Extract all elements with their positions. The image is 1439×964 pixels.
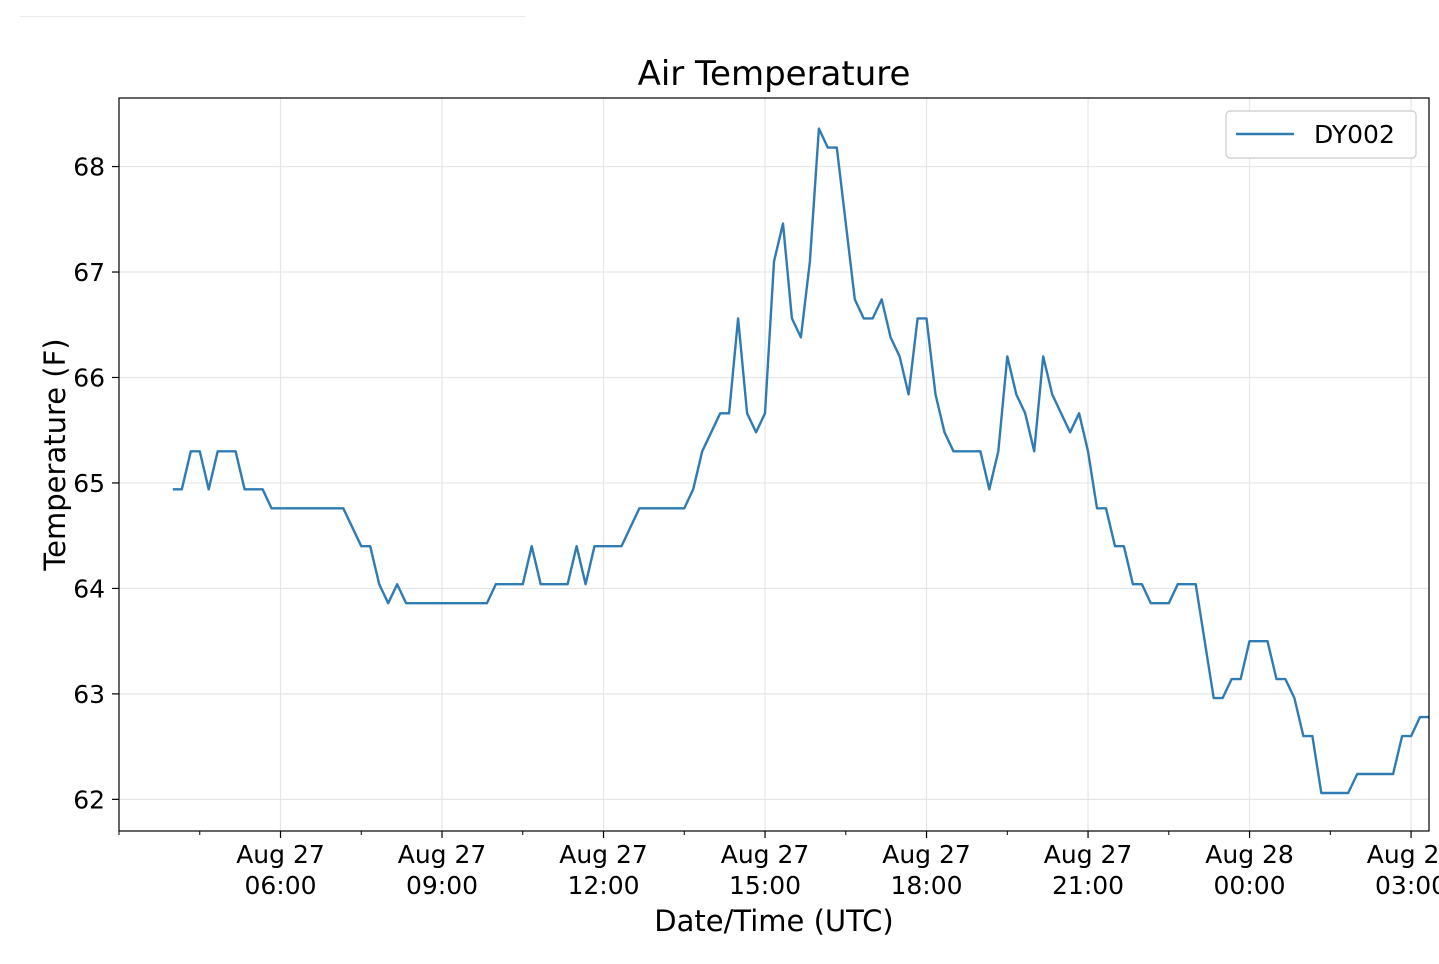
y-tick-label: 65 [73, 469, 105, 498]
x-tick-label-time: 03:00 [1375, 871, 1439, 900]
top-divider [20, 16, 525, 17]
x-tick-label-date: Aug 27 [882, 840, 971, 869]
x-tick-label-time: 21:00 [1052, 871, 1124, 900]
x-tick-label-time: 00:00 [1214, 871, 1286, 900]
series-layer [172, 127, 1429, 795]
x-tick-label-date: Aug 27 [236, 840, 325, 869]
legend-label-dy002: DY002 [1314, 120, 1395, 149]
x-tick-label-time: 06:00 [244, 871, 316, 900]
y-tick-label: 62 [73, 785, 105, 814]
y-tick-label: 66 [73, 363, 105, 392]
x-tick-label-time: 18:00 [891, 871, 963, 900]
chart-title: Air Temperature [638, 54, 911, 94]
series-line-dy002 [172, 127, 1429, 795]
x-tick-label-date: Aug 28 [1367, 840, 1439, 869]
legend-box [1225, 110, 1417, 159]
x-tick-label-date: Aug 27 [559, 840, 648, 869]
x-axis-label: Date/Time (UTC) [654, 904, 893, 938]
x-tick-label-time: 09:00 [406, 871, 478, 900]
y-tick-label: 67 [73, 258, 105, 287]
y-tick-label: 64 [73, 574, 105, 603]
x-tick-label-time: 15:00 [729, 871, 801, 900]
grid-lines [119, 98, 1429, 831]
y-axis-label: Temperature (F) [38, 338, 72, 571]
x-tick-label-time: 12:00 [567, 871, 639, 900]
y-tick-label: 68 [73, 153, 105, 182]
plot-frame [118, 97, 1430, 832]
x-tick-label-date: Aug 27 [1044, 840, 1133, 869]
x-tick-label-date: Aug 27 [721, 840, 810, 869]
x-tick-label-date: Aug 27 [398, 840, 487, 869]
legend: DY002 [1225, 110, 1417, 159]
y-tick-label: 63 [73, 680, 105, 709]
x-tick-label-date: Aug 28 [1205, 840, 1294, 869]
